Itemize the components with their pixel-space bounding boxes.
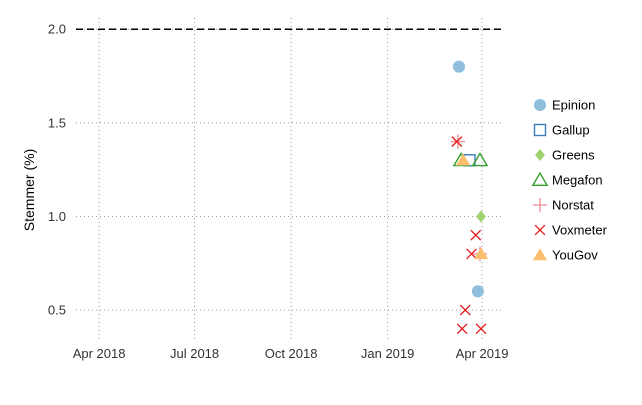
- data-point-epinion: [452, 60, 466, 73]
- x-tick-label: Jul 2018: [170, 346, 219, 361]
- data-point-voxmeter: [451, 136, 463, 147]
- x-tick-label: Jan 2019: [361, 346, 415, 361]
- data-point-megafon: [471, 152, 489, 167]
- legend-key-gallup: [533, 123, 547, 137]
- data-point-yougov: [456, 153, 471, 166]
- legend-key-greens: [535, 148, 545, 162]
- data-point-voxmeter: [466, 248, 477, 260]
- legend-label-megafon: Megafon: [552, 173, 603, 188]
- legend-label-norstat: Norstat: [552, 198, 594, 213]
- data-point-greens: [476, 210, 486, 223]
- legend-key-yougov: [532, 248, 548, 261]
- data-point-voxmeter: [459, 304, 471, 316]
- data-point-norstat: [450, 134, 466, 149]
- y-tick-label: 2.0: [48, 22, 66, 37]
- legend-label-gallup: Gallup: [552, 123, 590, 138]
- legend-label-yougov: YouGov: [552, 248, 598, 263]
- legend-label-epinion: Epinion: [552, 98, 595, 113]
- data-point-voxmeter: [470, 229, 482, 241]
- x-tick-label: Apr 2019: [456, 346, 509, 361]
- x-tick-label: Apr 2018: [73, 346, 126, 361]
- legend-key-epinion: [533, 98, 547, 112]
- data-point-epinion: [471, 285, 484, 298]
- data-point-yougov: [473, 247, 489, 260]
- legend-label-voxmeter: Voxmeter: [552, 223, 608, 238]
- y-tick-label: 1.0: [48, 209, 66, 224]
- y-axis-title: Stemmer (%): [21, 149, 37, 231]
- y-tick-label: 0.5: [48, 303, 66, 318]
- legend-key-voxmeter: [534, 224, 546, 236]
- y-tick-label: 1.5: [48, 115, 66, 130]
- legend-key-norstat: [532, 197, 548, 213]
- legend-key-megafon: [531, 171, 549, 186]
- data-point-voxmeter: [475, 323, 487, 335]
- legend-label-greens: Greens: [552, 148, 595, 163]
- x-tick-label: Oct 2018: [265, 346, 318, 361]
- data-point-voxmeter: [456, 323, 468, 335]
